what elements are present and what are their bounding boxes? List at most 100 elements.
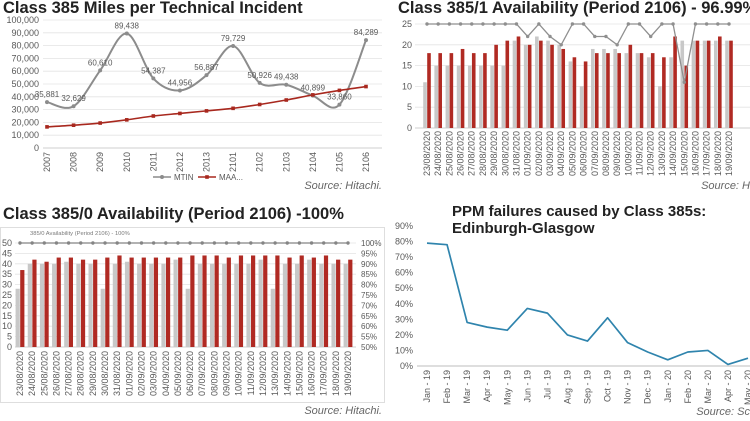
data-label: 33,860 [327, 93, 352, 102]
x-tick-label: 01/09/2020 [124, 351, 134, 396]
x-tick-label: 30/08/2020 [100, 351, 110, 396]
bar [190, 255, 195, 347]
x-tick-label: 02/09/2020 [136, 351, 146, 396]
y-tick-label: 80% [395, 237, 413, 247]
x-tick-label: 30/08/2020 [500, 131, 510, 176]
bar [27, 263, 32, 347]
x-tick-label: Mar - 20 [703, 370, 713, 404]
bar [695, 40, 700, 128]
data-point [151, 114, 156, 118]
data-point [727, 22, 731, 26]
x-tick-label: 02/09/2020 [534, 131, 544, 176]
bar [714, 40, 718, 128]
bar [624, 53, 629, 129]
x-tick-label: 26/08/2020 [456, 131, 466, 176]
y-tick-label: 20% [395, 330, 413, 340]
y2-tick-label: 75% [361, 291, 377, 300]
x-tick-label: 08/09/2020 [601, 131, 611, 176]
y-tick-label: 10% [395, 345, 413, 355]
bar [684, 65, 689, 128]
y-tick-label: 30 [2, 280, 12, 290]
y-tick-label: 25 [402, 19, 412, 29]
bar [117, 255, 122, 347]
y-tick-label: 100,000 [6, 15, 39, 25]
data-point [176, 241, 180, 245]
bar [639, 53, 644, 129]
y2-tick-label: 50% [361, 343, 377, 352]
x-tick-label: 12/09/2020 [258, 351, 268, 396]
bar [287, 257, 292, 347]
data-point [66, 241, 71, 245]
bar [646, 57, 651, 128]
x-tick-label: 27/08/2020 [467, 131, 477, 176]
data-label: 35,881 [35, 90, 60, 99]
x-tick-label: 2009 [95, 152, 105, 172]
x-tick-label: 12/09/2020 [646, 131, 656, 176]
y-tick-label: 0% [400, 361, 413, 371]
data-point [139, 241, 144, 245]
bar [311, 257, 316, 347]
y-tick-label: 40% [395, 299, 413, 309]
data-point [615, 43, 619, 47]
data-label: 44,956 [168, 78, 193, 87]
x-tick-label: 29/08/2020 [489, 131, 499, 176]
bar [438, 53, 442, 129]
bar [617, 53, 621, 129]
y-tick-label: 80,000 [11, 41, 39, 51]
data-point [257, 102, 262, 107]
x-tick-label: 2104 [308, 152, 318, 172]
data-point [309, 241, 314, 245]
chart-panel-385-0-availability: 0 5 10 15 20 25 30 35 40 45 50 50% 55% 60% 65% 70% 75% 80… [0, 200, 388, 421]
y-tick-label: 10 [402, 81, 412, 91]
chart-title: Class 385 Miles per Technical Incident [3, 0, 303, 17]
bar [702, 40, 707, 128]
x-tick-label: May - 19 [502, 370, 512, 405]
data-point [231, 43, 236, 48]
data-point [470, 22, 474, 26]
data-label: 84,289 [354, 28, 379, 37]
data-point [177, 88, 182, 93]
bar [725, 40, 729, 128]
bar [579, 86, 584, 128]
legend-label: MTIN [174, 173, 194, 182]
chart-title: Class 385/0 Availability (Period 2106) -… [3, 205, 344, 223]
data-point [124, 118, 129, 122]
data-point [91, 241, 95, 245]
y2-tick-label: 65% [361, 312, 377, 321]
x-tick-label: 23/08/2020 [422, 131, 432, 176]
data-point [481, 22, 485, 26]
data-point [54, 241, 59, 245]
x-tick-label: 27/08/2020 [64, 351, 74, 396]
data-point [604, 34, 608, 39]
y-tick-label: 45 [2, 248, 12, 258]
bar [20, 270, 25, 347]
y-tick-label: 0 [407, 123, 412, 133]
bar [628, 44, 633, 128]
bar [173, 259, 178, 347]
x-tick-label: 10/09/2020 [623, 131, 633, 176]
bar [105, 257, 110, 347]
data-point [337, 102, 342, 107]
data-point [637, 22, 642, 26]
y-tick-label: 50% [395, 283, 413, 293]
data-point [660, 22, 664, 26]
bar [246, 263, 251, 347]
data-point [346, 241, 350, 245]
chart-source: Source: Hitachi. [304, 180, 382, 192]
data-point [261, 241, 265, 245]
bar [56, 257, 61, 347]
data-point [716, 22, 720, 26]
y2-tick-label: 60% [361, 322, 377, 331]
ppm-chart-svg: 0% 10% 20% 30% 40% 50% 60% 70% 80% 90% Jan - 19 Feb… [395, 221, 750, 405]
y-tick-label: 0 [34, 143, 39, 153]
bar [165, 257, 171, 347]
x-tick-label: 04/09/2020 [161, 351, 171, 396]
bar [471, 53, 476, 129]
data-point [71, 104, 76, 109]
chart-inner-title: 385/0 Availability (Period 2106) - 100% [30, 231, 130, 237]
bar [673, 36, 677, 129]
legend-label: MAA... [219, 173, 243, 182]
series-line [427, 23, 729, 83]
x-tick-label: 07/09/2020 [197, 351, 207, 396]
series-line [426, 242, 749, 366]
